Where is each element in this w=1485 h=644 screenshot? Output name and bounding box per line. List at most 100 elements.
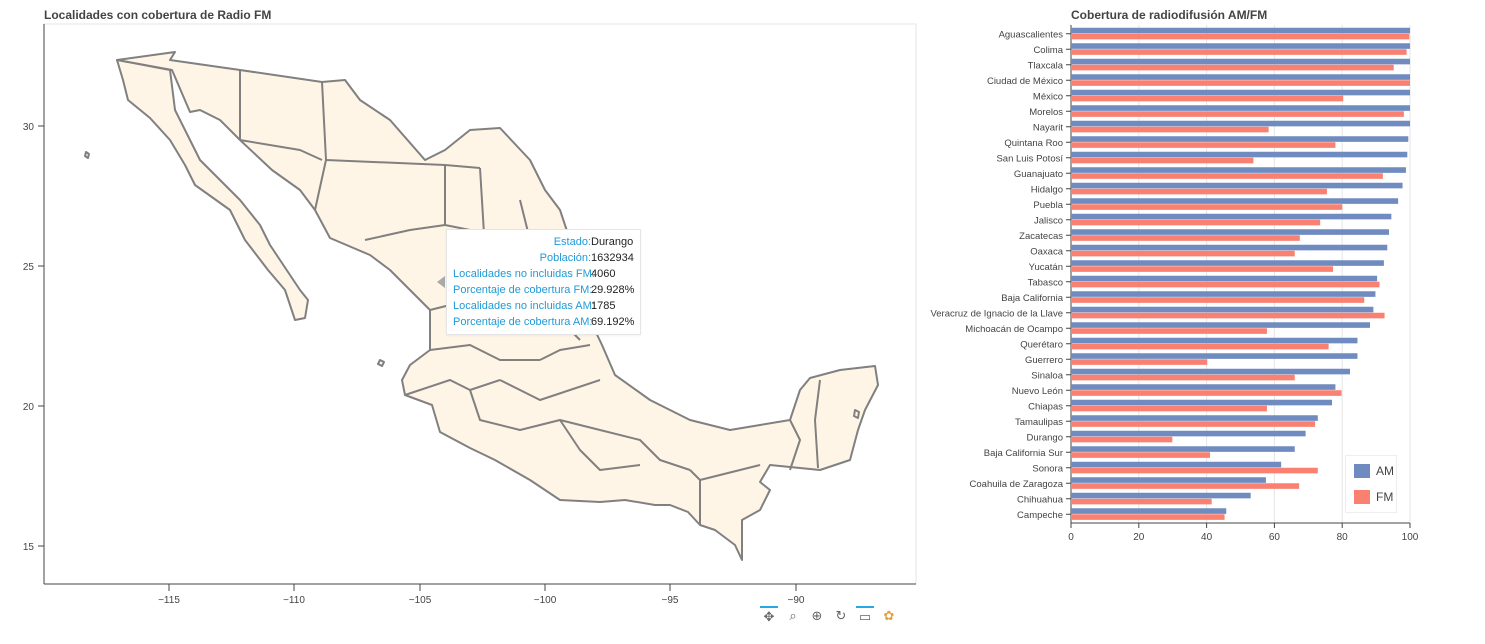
bar-chart-category-label: Ciudad de México: [987, 76, 1063, 87]
map-y-tick-label: 20: [23, 402, 35, 413]
map-y-ticks: 30 25 20 15: [23, 122, 44, 553]
bar-chart-category-label: Puebla: [1033, 200, 1063, 211]
bar-fm: [1071, 220, 1320, 226]
map-x-tick-label: −90: [788, 595, 805, 606]
tooltip-value: 4060: [591, 268, 615, 280]
bar-chart-x-tick-label: 0: [1068, 532, 1074, 543]
bar-am: [1071, 338, 1357, 344]
hover-tool-icon[interactable]: ▭: [856, 606, 874, 626]
bar-fm: [1071, 266, 1333, 272]
bar-fm: [1071, 282, 1379, 288]
bar-fm: [1071, 251, 1295, 257]
bar-fm: [1071, 313, 1385, 319]
bar-fm: [1071, 421, 1315, 427]
map-y-tick-label: 15: [23, 542, 35, 553]
bar-am: [1071, 477, 1266, 483]
bar-fm: [1071, 111, 1404, 117]
plot-toolbar: ✥ ⌕ ⊕ ↻ ▭ ✿: [760, 606, 898, 626]
map-x-tick-label: −105: [409, 595, 432, 606]
pan-tool-icon[interactable]: ✥: [760, 606, 778, 626]
bar-chart-category-label: San Luis Potosí: [996, 153, 1063, 164]
bar-chart-category-label: Morelos: [1029, 107, 1063, 118]
bar-fm: [1071, 189, 1327, 195]
bar-fm: [1071, 437, 1172, 443]
bar-chart-x-tick-label: 20: [1133, 532, 1145, 543]
bar-fm: [1071, 204, 1342, 210]
bar-am: [1071, 260, 1384, 266]
reset-tool-icon[interactable]: ↻: [832, 607, 850, 625]
bar-am: [1071, 136, 1408, 142]
bar-am: [1071, 431, 1306, 437]
bar-fm: [1071, 452, 1210, 458]
bar-chart-category-label: Guerrero: [1025, 355, 1063, 366]
bar-chart-category-label: Chihuahua: [1017, 494, 1064, 505]
bar-fm: [1071, 142, 1335, 148]
bar-chart-category-label: Tamaulipas: [1015, 417, 1063, 428]
bar-am: [1071, 446, 1295, 452]
tooltip-value: 1632934: [591, 252, 634, 264]
bar-fm: [1071, 406, 1267, 412]
bar-chart-category-label: Tlaxcala: [1028, 60, 1064, 71]
bar-am: [1071, 59, 1410, 65]
tooltip-row: Localidades no incluidas AM:1785: [453, 298, 634, 314]
bar-chart-category-label: Yucatán: [1029, 262, 1063, 273]
bar-chart-x-tick-label: 60: [1269, 532, 1281, 543]
map-x-ticks: −115 −110 −105 −100 −95 −90: [158, 584, 805, 606]
bar-am: [1071, 291, 1375, 297]
map-x-tick-label: −95: [662, 595, 679, 606]
bar-am: [1071, 322, 1370, 328]
bar-am: [1071, 493, 1251, 499]
legend-item-fm: FM: [1354, 486, 1396, 508]
map-x-tick-label: −115: [158, 595, 180, 606]
bar-am: [1071, 384, 1335, 390]
chart-legend: AM FM: [1345, 455, 1397, 513]
wheel-zoom-tool-icon[interactable]: ⊕: [808, 607, 826, 625]
bar-fm: [1071, 390, 1342, 396]
tooltip-value: Durango: [591, 236, 633, 248]
bar-am: [1071, 307, 1373, 313]
bar-chart-category-label: México: [1033, 91, 1063, 102]
bar-fm: [1071, 34, 1409, 40]
bar-chart-category-label: Coahuila de Zaragoza: [970, 479, 1064, 490]
bar-am: [1071, 105, 1410, 111]
box-zoom-tool-icon[interactable]: ⌕: [784, 607, 802, 625]
bar-fm: [1071, 235, 1300, 241]
bar-am: [1071, 229, 1389, 235]
bar-chart-x-tick-label: 100: [1402, 532, 1419, 543]
bar-chart-category-label: Sinaloa: [1031, 370, 1063, 381]
bar-chart-category-label: Nuevo León: [1012, 386, 1063, 397]
bar-chart-category-label: Sonora: [1032, 463, 1063, 474]
tooltip-key: Localidades no incluidas AM:: [453, 298, 591, 314]
bar-am: [1071, 183, 1403, 189]
guadalupe-island: [85, 152, 89, 158]
legend-label-fm: FM: [1376, 490, 1393, 504]
bar-am: [1071, 90, 1410, 96]
bar-fm: [1071, 127, 1269, 133]
bar-am: [1071, 508, 1226, 514]
bar-chart-x-tick-label: 40: [1201, 532, 1213, 543]
bar-am: [1071, 400, 1332, 406]
legend-swatch-am: [1354, 464, 1370, 478]
tooltip-key: Población:: [453, 250, 591, 266]
bar-fm: [1071, 483, 1299, 489]
bar-fm: [1071, 344, 1329, 350]
map-x-tick-label: −110: [283, 595, 305, 606]
tooltip-pointer: [437, 276, 445, 288]
tooltip-value: 69.192%: [591, 316, 634, 328]
bar-am: [1071, 167, 1406, 173]
bar-fm: [1071, 375, 1295, 381]
bar-am: [1071, 214, 1391, 220]
bar-am: [1071, 121, 1410, 127]
bar-chart-category-label: Campeche: [1017, 510, 1063, 521]
bar-fm: [1071, 49, 1407, 55]
bar-fm: [1071, 297, 1364, 303]
bar-fm: [1071, 65, 1394, 71]
bar-fm: [1071, 158, 1253, 164]
bokeh-logo-icon[interactable]: ✿: [880, 607, 898, 625]
bar-am: [1071, 462, 1281, 468]
tooltip-row: Porcentaje de cobertura AM:69.192%: [453, 314, 634, 330]
bar-chart-category-label: Zacatecas: [1019, 231, 1063, 242]
tooltip-row: Porcentaje de cobertura FM:29.928%: [453, 282, 634, 298]
bar-chart-category-label: Tabasco: [1028, 277, 1063, 288]
bar-fm: [1071, 514, 1225, 520]
